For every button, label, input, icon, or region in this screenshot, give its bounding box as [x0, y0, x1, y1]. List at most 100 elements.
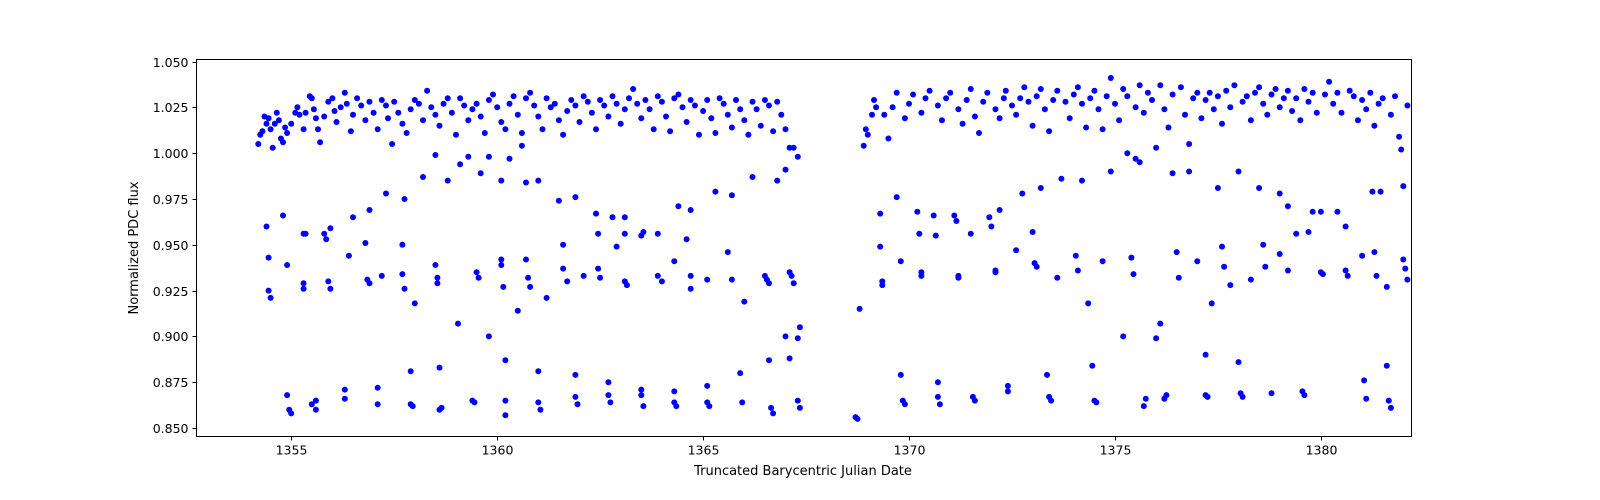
data-point — [374, 126, 381, 133]
data-point — [871, 97, 877, 103]
data-point — [1373, 272, 1380, 279]
data-point — [1153, 144, 1160, 151]
data-point — [407, 368, 414, 375]
data-point — [1091, 87, 1098, 94]
data-point — [574, 401, 581, 408]
data-point — [737, 106, 744, 113]
x-axis-label: Truncated Barycentric Julian Date — [693, 464, 912, 479]
data-point — [265, 115, 272, 122]
data-point — [531, 102, 538, 109]
data-point — [1107, 168, 1114, 175]
data-point — [646, 106, 653, 113]
data-point — [869, 111, 875, 118]
data-point — [1058, 175, 1065, 182]
data-point — [1326, 78, 1333, 85]
data-point — [605, 113, 612, 120]
data-point — [953, 218, 960, 224]
scatter-points — [255, 75, 1411, 422]
data-point — [385, 115, 391, 122]
data-point — [1093, 399, 1100, 406]
data-point — [389, 141, 396, 147]
data-point — [1136, 82, 1143, 89]
data-point — [1305, 229, 1312, 235]
data-point — [1400, 183, 1407, 190]
data-point — [786, 355, 793, 362]
data-point — [370, 109, 377, 116]
data-point — [609, 93, 616, 100]
data-point — [1208, 300, 1215, 307]
data-point — [1013, 111, 1020, 118]
data-point — [366, 98, 373, 105]
data-point — [1297, 117, 1304, 124]
data-point — [671, 95, 678, 102]
data-point — [621, 230, 628, 237]
data-point — [366, 207, 373, 213]
data-point — [465, 117, 472, 124]
data-point — [498, 262, 505, 268]
data-point — [403, 130, 410, 136]
data-point — [1186, 168, 1193, 175]
data-point — [988, 223, 995, 230]
data-point — [770, 128, 777, 135]
data-point — [523, 95, 529, 102]
data-point — [706, 403, 713, 410]
data-point — [1239, 98, 1246, 105]
data-point — [1276, 190, 1283, 197]
data-point — [728, 124, 735, 131]
data-point — [613, 243, 620, 250]
data-point — [971, 113, 978, 120]
data-point — [284, 262, 291, 268]
data-point — [457, 161, 464, 168]
data-point — [383, 102, 389, 109]
data-point — [440, 100, 447, 107]
y-axis-ticks: 0.850 0.875 0.900 0.925 0.950 0.975 1.000 1.025… — [153, 55, 197, 436]
data-point — [932, 232, 939, 239]
data-point — [1363, 395, 1370, 402]
data-point — [1157, 320, 1164, 327]
data-point — [1276, 251, 1283, 257]
data-point — [399, 241, 406, 248]
data-point — [1132, 155, 1139, 162]
data-point — [448, 109, 455, 116]
data-point — [768, 404, 775, 411]
data-point — [331, 108, 338, 114]
data-point — [687, 207, 694, 213]
data-point — [1289, 108, 1296, 114]
data-point — [1087, 95, 1094, 102]
data-point — [263, 120, 270, 127]
data-point — [1239, 393, 1246, 400]
data-point — [321, 113, 328, 120]
y-tick-label: 1.000 — [153, 146, 189, 161]
data-point — [1223, 87, 1230, 94]
data-point — [1009, 102, 1015, 109]
data-point — [1369, 188, 1376, 195]
x-tick-label: 1355 — [276, 443, 308, 458]
data-point — [862, 126, 869, 133]
data-point — [930, 212, 937, 219]
data-point — [436, 406, 443, 413]
data-point — [654, 93, 661, 100]
data-point — [1361, 377, 1368, 384]
data-point — [901, 401, 908, 408]
data-point — [401, 285, 408, 292]
y-tick-label: 0.875 — [153, 375, 189, 390]
data-point — [1375, 100, 1382, 107]
data-point — [580, 93, 587, 100]
data-point — [1330, 100, 1337, 107]
data-point — [502, 397, 509, 404]
data-point — [939, 117, 945, 124]
data-point — [766, 280, 772, 287]
data-point — [300, 285, 307, 292]
data-point — [761, 97, 768, 103]
data-point — [613, 100, 620, 107]
data-point — [535, 113, 542, 120]
data-point — [741, 298, 748, 305]
data-point — [794, 335, 801, 342]
data-point — [535, 399, 542, 406]
data-point — [996, 207, 1003, 213]
data-point — [790, 280, 797, 287]
data-point — [675, 203, 682, 210]
data-point — [284, 392, 291, 399]
data-point — [415, 100, 422, 107]
data-point — [1400, 256, 1407, 263]
